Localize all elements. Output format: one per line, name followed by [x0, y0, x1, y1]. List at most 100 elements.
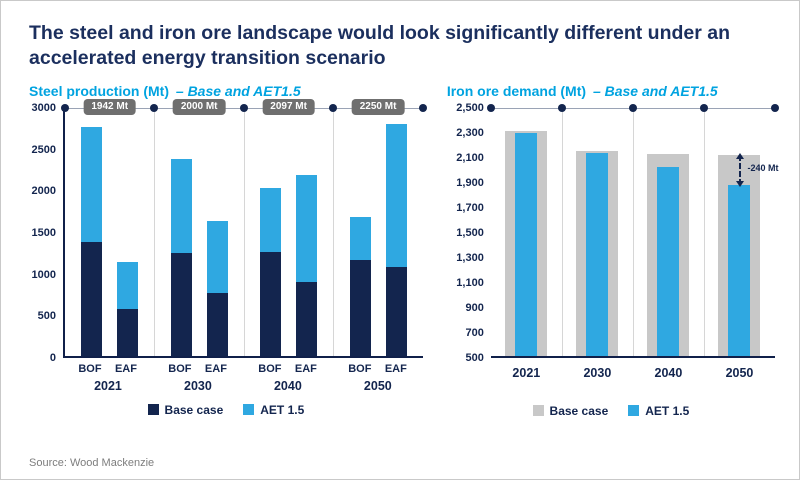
aet-segment — [117, 262, 139, 310]
year-label: 2050 — [363, 378, 392, 393]
base-case-segment — [349, 260, 371, 356]
y-tick-label: 500 — [465, 351, 484, 364]
legend-label-base-case: Base case — [164, 402, 224, 417]
delta-label: -240 Mt — [747, 163, 779, 174]
steel-production-chart: Steel production (Mt) – Base and AET1.5 … — [29, 83, 427, 418]
bar-labels-2030: BOF EAF — [153, 363, 243, 375]
bar-label: EAF — [114, 362, 137, 375]
source-note: Source: Wood Mackenzie — [29, 457, 155, 469]
y-tick-label: 2500 — [31, 143, 56, 156]
iron-col-2040 — [633, 108, 704, 356]
bar-labels-2050: BOF EAF — [333, 363, 423, 375]
year-label: 2040 — [654, 365, 683, 380]
bar-labels-2040: BOF EAF — [243, 363, 333, 375]
aet-segment — [81, 127, 103, 242]
year-label: 2021 — [512, 365, 541, 380]
group-divider — [243, 107, 245, 356]
aet-bar — [728, 184, 751, 356]
timeline-dot — [557, 104, 566, 113]
y-tick-label: 900 — [465, 301, 484, 314]
iron-chart-title-note: – Base and AET1.5 — [592, 82, 718, 99]
legend-label-aet: AET 1.5 — [260, 402, 305, 417]
bar-label: BOF — [78, 362, 102, 375]
group-divider — [333, 107, 335, 356]
steel-chart-title: Steel production (Mt) – Base and AET1.5 — [29, 83, 423, 99]
aet-segment — [206, 221, 228, 293]
bar-label: BOF — [348, 362, 372, 375]
timeline-dot — [699, 104, 708, 113]
delta-arrow: -240 Mt — [736, 152, 778, 187]
base-case-segment — [260, 252, 282, 356]
steel-y-axis-labels: 3000 2500 2000 1500 1000 500 0 — [29, 102, 63, 364]
year-label: 2040 — [273, 378, 302, 393]
steel-chart-title-note: – Base and AET1.5 — [175, 82, 301, 99]
y-tick-label: 1,900 — [456, 176, 484, 189]
bar-label: EAF — [294, 362, 317, 375]
aet-bar — [515, 132, 538, 356]
bar-group-2040 — [244, 108, 333, 356]
bar-label: EAF — [204, 362, 227, 375]
aet-segment — [385, 124, 407, 267]
year-label: 2030 — [583, 365, 612, 380]
aet-bar — [657, 166, 680, 356]
legend-label-base-case: Base case — [549, 403, 609, 418]
bar-label: BOF — [168, 362, 192, 375]
legend-item-base-case: Base case — [147, 402, 224, 417]
aet-swatch — [243, 404, 255, 416]
steel-chart-title-main: Steel production (Mt) — [29, 82, 169, 99]
timeline-dot — [628, 104, 637, 113]
bar-group-2021 — [65, 108, 154, 356]
group-divider — [703, 107, 705, 356]
iron-bars: -240 Mt — [491, 108, 778, 356]
aet-bar — [586, 153, 609, 356]
y-tick-label: 2,100 — [456, 151, 484, 164]
total-annotation: 2250 Mt — [351, 98, 405, 115]
bar-group-2050 — [333, 108, 422, 356]
group-divider — [561, 107, 563, 356]
aet-segment — [349, 216, 371, 261]
year-label: 2030 — [184, 378, 212, 393]
year-label: 2050 — [725, 365, 754, 380]
total-annotation: 2000 Mt — [172, 98, 226, 115]
y-tick-label: 3000 — [31, 101, 56, 114]
y-tick-label: 1,100 — [456, 276, 484, 289]
legend-item-base-case: Base case — [532, 403, 609, 418]
steel-x-axis-labels: BOF EAF BOF EAF BOF EAF BOF EAF 2021 2030 2040 2050 — [63, 358, 423, 393]
steel-bar-2030-bof — [170, 108, 192, 356]
y-tick-label: 1,700 — [456, 201, 484, 214]
y-tick-label: 1000 — [31, 268, 56, 281]
y-tick-label: 1,300 — [456, 251, 484, 264]
base-case-segment — [296, 281, 318, 356]
timeline-dot — [771, 104, 779, 113]
legend-item-aet: AET 1.5 — [628, 404, 689, 418]
aet-segment — [170, 159, 192, 254]
iron-col-2050: -240 Mt — [704, 108, 778, 356]
y-tick-label: 1,500 — [456, 226, 484, 239]
bar-group-2030 — [154, 108, 243, 356]
timeline-dot — [61, 104, 69, 113]
y-tick-label: 1500 — [31, 226, 56, 239]
iron-plot-area: -240 Mt — [486, 104, 779, 358]
base-case-segment — [170, 253, 192, 356]
steel-plot-area: 1942 Mt 2000 Mt 2097 Mt 2250 Mt — [61, 98, 427, 358]
timeline-dot — [239, 104, 248, 113]
y-tick-label: 700 — [465, 326, 484, 339]
base-case-segment — [385, 266, 407, 356]
timeline-dot — [329, 104, 338, 113]
y-tick-label: 2,500 — [456, 101, 484, 114]
aet-segment — [260, 188, 282, 253]
iron-legend: Base case AET 1.5 — [447, 404, 775, 418]
group-divider — [632, 107, 634, 356]
steel-bar-2040-eaf — [296, 108, 318, 356]
base-case-segment — [206, 292, 228, 356]
bar-labels-2021: BOF EAF — [63, 363, 153, 375]
page-title: The steel and iron ore landscape would l… — [29, 22, 731, 69]
legend-label-aet: AET 1.5 — [645, 403, 690, 418]
steel-bar-2050-eaf — [385, 108, 407, 356]
iron-y-axis-labels: 2,500 2,300 2,100 1,900 1,700 1,500 1,300 1,100… — [447, 102, 491, 364]
base-case-segment — [117, 309, 139, 356]
iron-col-2021 — [491, 108, 562, 356]
y-tick-label: 2,300 — [456, 126, 484, 139]
base-case-swatch — [532, 405, 544, 417]
